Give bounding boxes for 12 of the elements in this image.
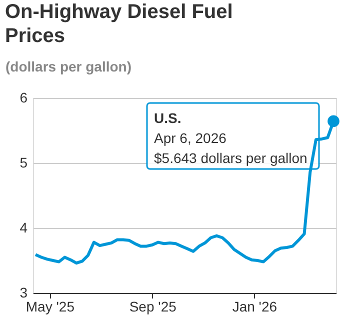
- y-tick-label: 6: [20, 90, 28, 106]
- x-tick-label: May '25: [26, 298, 75, 314]
- y-tick-label: 5: [20, 154, 28, 170]
- text: U.S.: [154, 110, 182, 126]
- chart-title: On-Highway Diesel Fuel Prices: [5, 1, 233, 47]
- y-axis-title: (dollars per gallon): [6, 58, 132, 74]
- annotation: $5.643 dollars per gallon: [154, 150, 308, 166]
- y-tick-label: 4: [20, 220, 28, 236]
- annotation: Apr 6, 2026: [154, 130, 227, 146]
- x-tick-label: Sep '25: [129, 298, 177, 314]
- y-tick-label: 3: [20, 284, 28, 300]
- x-tick-label: Jan '26: [232, 298, 278, 314]
